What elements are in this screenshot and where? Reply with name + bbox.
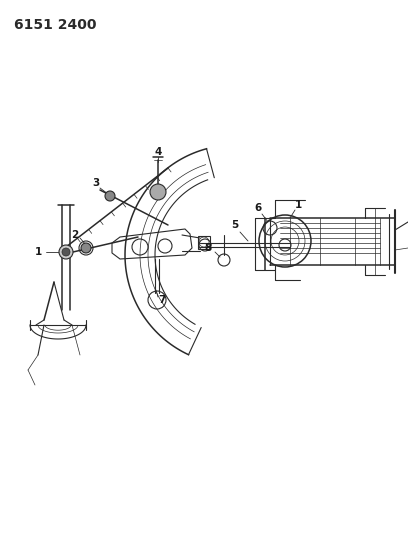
Text: 8: 8 <box>204 243 212 253</box>
Text: 7: 7 <box>158 295 166 305</box>
Text: 2: 2 <box>71 230 79 240</box>
Text: 1: 1 <box>34 247 42 257</box>
Circle shape <box>105 191 115 201</box>
Text: 4: 4 <box>154 147 162 157</box>
Text: 3: 3 <box>92 178 100 188</box>
Circle shape <box>150 184 166 200</box>
Text: 6151 2400: 6151 2400 <box>14 18 97 32</box>
Bar <box>198 236 210 249</box>
Text: 5: 5 <box>231 220 239 230</box>
Circle shape <box>62 248 70 256</box>
Circle shape <box>81 243 91 253</box>
Text: 1: 1 <box>295 200 302 210</box>
Text: 6: 6 <box>254 203 262 213</box>
Circle shape <box>59 245 73 259</box>
